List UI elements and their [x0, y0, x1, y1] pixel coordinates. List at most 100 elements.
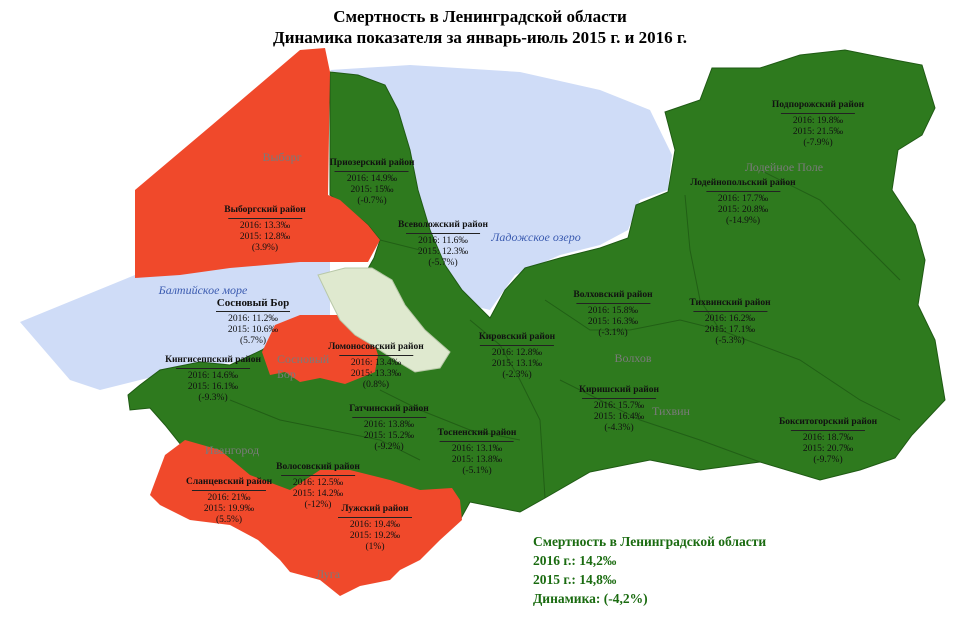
saint-petersburg-area — [317, 267, 451, 373]
district-name: Ломоносовский район — [328, 342, 424, 352]
district-label-vsevolozhsky: Всеволожский район 2016: 11.6‰ 2015: 12.… — [398, 220, 488, 269]
district-value-2015: 2015: 19.2‰ — [349, 531, 401, 541]
district-name: Киришский район — [579, 385, 659, 395]
district-value-2015: 2015: 12.8‰ — [239, 232, 291, 242]
district-change: (1%) — [365, 542, 385, 552]
district-value-2016: 2016: 14.9‰ — [346, 174, 398, 184]
place-vyborg: Выборг — [262, 150, 302, 164]
district-value-2016: 2016: 15.7‰ — [593, 401, 645, 411]
district-value-2015: 2015: 12.3‰ — [417, 247, 469, 257]
district-value-2016: 2016: 13.3‰ — [239, 221, 291, 231]
district-value-2016: 2016: 13.4‰ — [350, 358, 402, 368]
district-value-2015: 2015: 19.9‰ — [203, 504, 255, 514]
district-label-podporozhsky: Подпорожский район 2016: 19.8‰ 2015: 21.… — [772, 100, 864, 149]
district-name: Сланцевский район — [185, 477, 273, 487]
place-lodeynoe-pole: Лодейное Поле — [744, 160, 824, 174]
district-borders — [229, 169, 901, 499]
district-value-2015: 2015: 13.3‰ — [350, 369, 402, 379]
district-label-volkhovsky: Волховский район 2016: 15.8‰ 2015: 16.3‰… — [573, 290, 652, 339]
district-name: Волосовский район — [276, 462, 360, 472]
ladoga-lake-label: Ладожское озеро — [491, 230, 581, 244]
district-name: Бокситогорский район — [778, 417, 878, 427]
district-name: Волховский район — [573, 290, 653, 300]
district-value-2015: 2015: 16.3‰ — [587, 317, 639, 327]
district-change: (0.8%) — [362, 380, 390, 390]
place-tikhvin: Тихвин — [652, 404, 690, 418]
district-value-2016: 2016: 16.2‰ — [704, 314, 756, 324]
lake-ladoga — [330, 65, 672, 310]
district-name: Выборгский район — [224, 205, 306, 215]
district-value-2016: 2016: 11.2‰ — [228, 314, 278, 324]
district-change: (-5.7%) — [428, 258, 458, 268]
region-green-area — [127, 49, 946, 531]
district-value-2015: 2015: 13.1‰ — [491, 359, 543, 369]
district-name: Кировский район — [478, 332, 556, 342]
district-value-2015: 2015: 16.1‰ — [187, 382, 239, 392]
district-change: (-9.7%) — [813, 455, 843, 465]
district-name: Тосненский район — [437, 428, 517, 438]
district-value-2015: 2015: 14.2‰ — [292, 489, 344, 499]
district-label-tikhvinsky: Тихвинский район 2016: 16.2‰ 2015: 17.1‰… — [689, 298, 770, 347]
district-value-2016: 2016: 14.6‰ — [187, 371, 239, 381]
district-label-lomonosovsky: Ломоносовский район 2016: 13.4‰ 2015: 13… — [328, 342, 423, 391]
district-value-2016: 2016: 15.8‰ — [587, 306, 639, 316]
summary-2016: 2016 г.: 14,2‰ — [533, 553, 617, 568]
district-value-2015: 2015: 16.4‰ — [593, 412, 645, 422]
district-label-slantsevsky: Сланцевский район 2016: 21‰ 2015: 19.9‰ … — [186, 477, 272, 526]
place-luga: Луга — [315, 567, 341, 581]
district-change: (-12%) — [304, 500, 332, 510]
district-change: (5.5%) — [215, 515, 243, 525]
district-value-2015: 2015: 13.8‰ — [451, 455, 503, 465]
district-change: (-0.7%) — [357, 196, 387, 206]
district-label-tosnensky: Тосненский район 2016: 13.1‰ 2015: 13.8‰… — [438, 428, 517, 477]
place-sosnovy-bor: Сосновый Бор — [277, 352, 330, 381]
district-name: Приозерский район — [329, 158, 415, 168]
place-ivangorod: Ивангород — [204, 443, 260, 457]
summary-2015: 2015 г.: 14,8‰ — [533, 572, 617, 587]
district-value-2015: 2015: 15‰ — [350, 185, 394, 195]
district-label-kirovsky: Кировский район 2016: 12.8‰ 2015: 13.1‰ … — [479, 332, 555, 381]
district-name: Всеволожский район — [398, 220, 488, 230]
district-value-2016: 2016: 13.1‰ — [451, 444, 503, 454]
district-change: (-2.3%) — [502, 370, 532, 380]
district-value-2016: 2016: 17.7‰ — [717, 194, 769, 204]
summary-box: Смертность в Ленинградской области 2016 … — [533, 532, 766, 608]
district-change: (-3.1%) — [598, 328, 628, 338]
summary-change: Динамика: (-4,2%) — [533, 591, 648, 606]
district-value-2015: 2015: 20.7‰ — [802, 444, 854, 454]
district-name: Кингисеппский район — [165, 355, 261, 365]
district-label-boksitogorsky: Бокситогорский район 2016: 18.7‰ 2015: 2… — [779, 417, 877, 466]
map-subtitle: Динамика показателя за январь-июль 2015 … — [273, 28, 687, 47]
district-name: Лужский район — [341, 504, 409, 514]
district-label-kirishsky: Киришский район 2016: 15.7‰ 2015: 16.4‰ … — [579, 385, 659, 434]
district-value-2016: 2016: 21‰ — [207, 493, 251, 503]
district-vyborgsky-area — [135, 48, 380, 278]
district-value-2015: 2015: 10.6‰ — [227, 325, 279, 335]
district-value-2015: 2015: 21.5‰ — [792, 127, 844, 137]
district-value-2016: 2016: 11.6‰ — [418, 236, 468, 246]
district-change: (-14.9%) — [725, 216, 761, 226]
district-value-2016: 2016: 12.5‰ — [292, 478, 344, 488]
baltic-sea-label: Балтийское море — [158, 283, 248, 297]
district-value-2016: 2016: 19.4‰ — [349, 520, 401, 530]
district-name: Гатчинский район — [349, 404, 429, 414]
map-title: Смертность в Ленинградской области — [333, 7, 627, 26]
district-change: (-9.3%) — [198, 393, 228, 403]
district-value-2016: 2016: 12.8‰ — [491, 348, 543, 358]
place-volkhov: Волхов — [614, 351, 652, 365]
district-label-luzhsky: Лужский район 2016: 19.4‰ 2015: 19.2‰ (1… — [338, 504, 412, 553]
district-change: (-5.3%) — [715, 336, 745, 346]
district-change: (5.7%) — [239, 336, 267, 346]
district-name: Сосновый Бор — [216, 297, 290, 309]
district-change: (3.9%) — [251, 243, 279, 253]
district-change: (-7.9%) — [803, 138, 833, 148]
district-name: Лодейнопольский район — [690, 178, 796, 188]
district-name: Тихвинский район — [689, 298, 771, 308]
district-label-gatchinsky: Гатчинский район 2016: 13.8‰ 2015: 15.2‰… — [349, 404, 428, 453]
district-label-volosovsky: Волосовский район 2016: 12.5‰ 2015: 14.2… — [276, 462, 360, 511]
district-lomonosovsky-area — [262, 315, 378, 384]
district-label-kingiseppsky: Кингисеппский район 2016: 14.6‰ 2015: 16… — [165, 355, 261, 404]
district-value-2016: 2016: 13.8‰ — [363, 420, 415, 430]
district-value-2015: 2015: 20.8‰ — [717, 205, 769, 215]
